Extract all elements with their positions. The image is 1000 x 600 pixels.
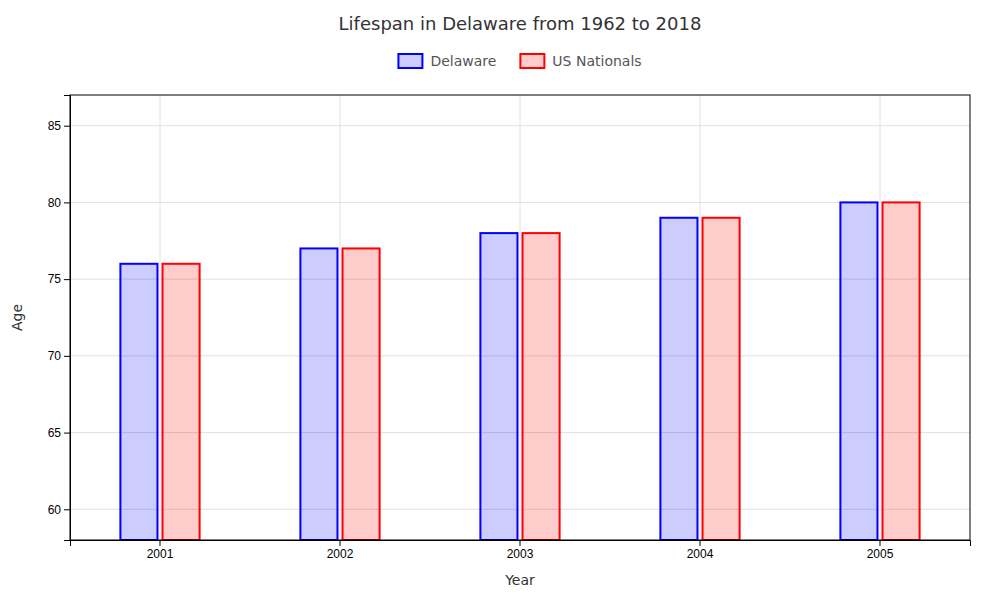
bar bbox=[163, 264, 200, 540]
plot-frame bbox=[70, 95, 970, 540]
tick-label: 2002 bbox=[327, 547, 354, 561]
tick: 80 bbox=[48, 196, 70, 210]
tick: 65 bbox=[48, 426, 70, 440]
legend-swatch bbox=[398, 54, 422, 68]
tick: 2002 bbox=[327, 540, 354, 561]
tick-label: 2004 bbox=[687, 547, 714, 561]
grid-line bbox=[880, 95, 881, 540]
bar bbox=[840, 202, 877, 540]
bar bbox=[523, 233, 560, 540]
tick-mark bbox=[340, 540, 341, 546]
tick-mark bbox=[64, 126, 70, 127]
legend: Delaware US Nationals bbox=[398, 53, 641, 69]
tick: 2003 bbox=[507, 540, 534, 561]
grid-line bbox=[700, 95, 701, 540]
y-axis-title: Age bbox=[9, 304, 25, 331]
tick-mark bbox=[700, 540, 701, 546]
title: Lifespan in Delaware from 1962 to 2018 bbox=[339, 13, 702, 34]
tick-label: 65 bbox=[48, 426, 62, 440]
tick-mark bbox=[880, 540, 881, 546]
tick-label: 60 bbox=[48, 503, 62, 517]
tick-mark bbox=[64, 356, 70, 357]
legend-item: US Nationals bbox=[520, 53, 641, 69]
tick: 85 bbox=[48, 119, 70, 133]
tick-label: 85 bbox=[48, 119, 62, 133]
tick-mark bbox=[64, 433, 70, 434]
legend-item: Delaware bbox=[398, 53, 496, 69]
tick-label: 2003 bbox=[507, 547, 534, 561]
grid bbox=[70, 95, 970, 540]
tick-mark bbox=[520, 540, 521, 546]
axis-line bbox=[64, 96, 71, 541]
bar bbox=[300, 248, 337, 540]
chart: 60 65 70 75 80 85 2001 2002 2003 2004 2005 Lifespan… bbox=[0, 0, 1000, 600]
y-axis: 60 65 70 75 80 85 bbox=[48, 96, 71, 541]
bar bbox=[120, 264, 157, 540]
tick: 70 bbox=[48, 349, 70, 363]
bar bbox=[703, 218, 740, 540]
grid-line bbox=[520, 95, 521, 540]
bar bbox=[343, 248, 380, 540]
tick-label: 80 bbox=[48, 196, 62, 210]
legend-label: Delaware bbox=[430, 53, 496, 69]
tick-label: 2005 bbox=[867, 547, 894, 561]
axis-line bbox=[71, 541, 971, 547]
tick: 2004 bbox=[687, 540, 714, 561]
tick: 60 bbox=[48, 503, 70, 517]
bars bbox=[120, 202, 919, 540]
tick-label: 70 bbox=[48, 349, 62, 363]
tick-mark bbox=[160, 540, 161, 546]
tick-label: 2001 bbox=[147, 547, 174, 561]
tick-mark bbox=[64, 202, 70, 203]
plot: 60 65 70 75 80 85 2001 2002 2003 2004 2005 bbox=[48, 95, 971, 561]
grid-line bbox=[340, 95, 341, 540]
grid-line bbox=[160, 95, 161, 540]
tick-mark bbox=[64, 509, 70, 510]
tick: 2005 bbox=[867, 540, 894, 561]
x-axis-title: Year bbox=[504, 572, 535, 588]
tick-label: 75 bbox=[48, 272, 62, 286]
bar bbox=[480, 233, 517, 540]
x-axis: 2001 2002 2003 2004 2005 bbox=[71, 540, 971, 561]
bar bbox=[883, 202, 920, 540]
tick: 2001 bbox=[147, 540, 174, 561]
bar bbox=[660, 218, 697, 540]
tick-mark bbox=[64, 279, 70, 280]
legend-swatch bbox=[520, 54, 544, 68]
tick: 75 bbox=[48, 272, 70, 286]
legend-label: US Nationals bbox=[552, 53, 641, 69]
